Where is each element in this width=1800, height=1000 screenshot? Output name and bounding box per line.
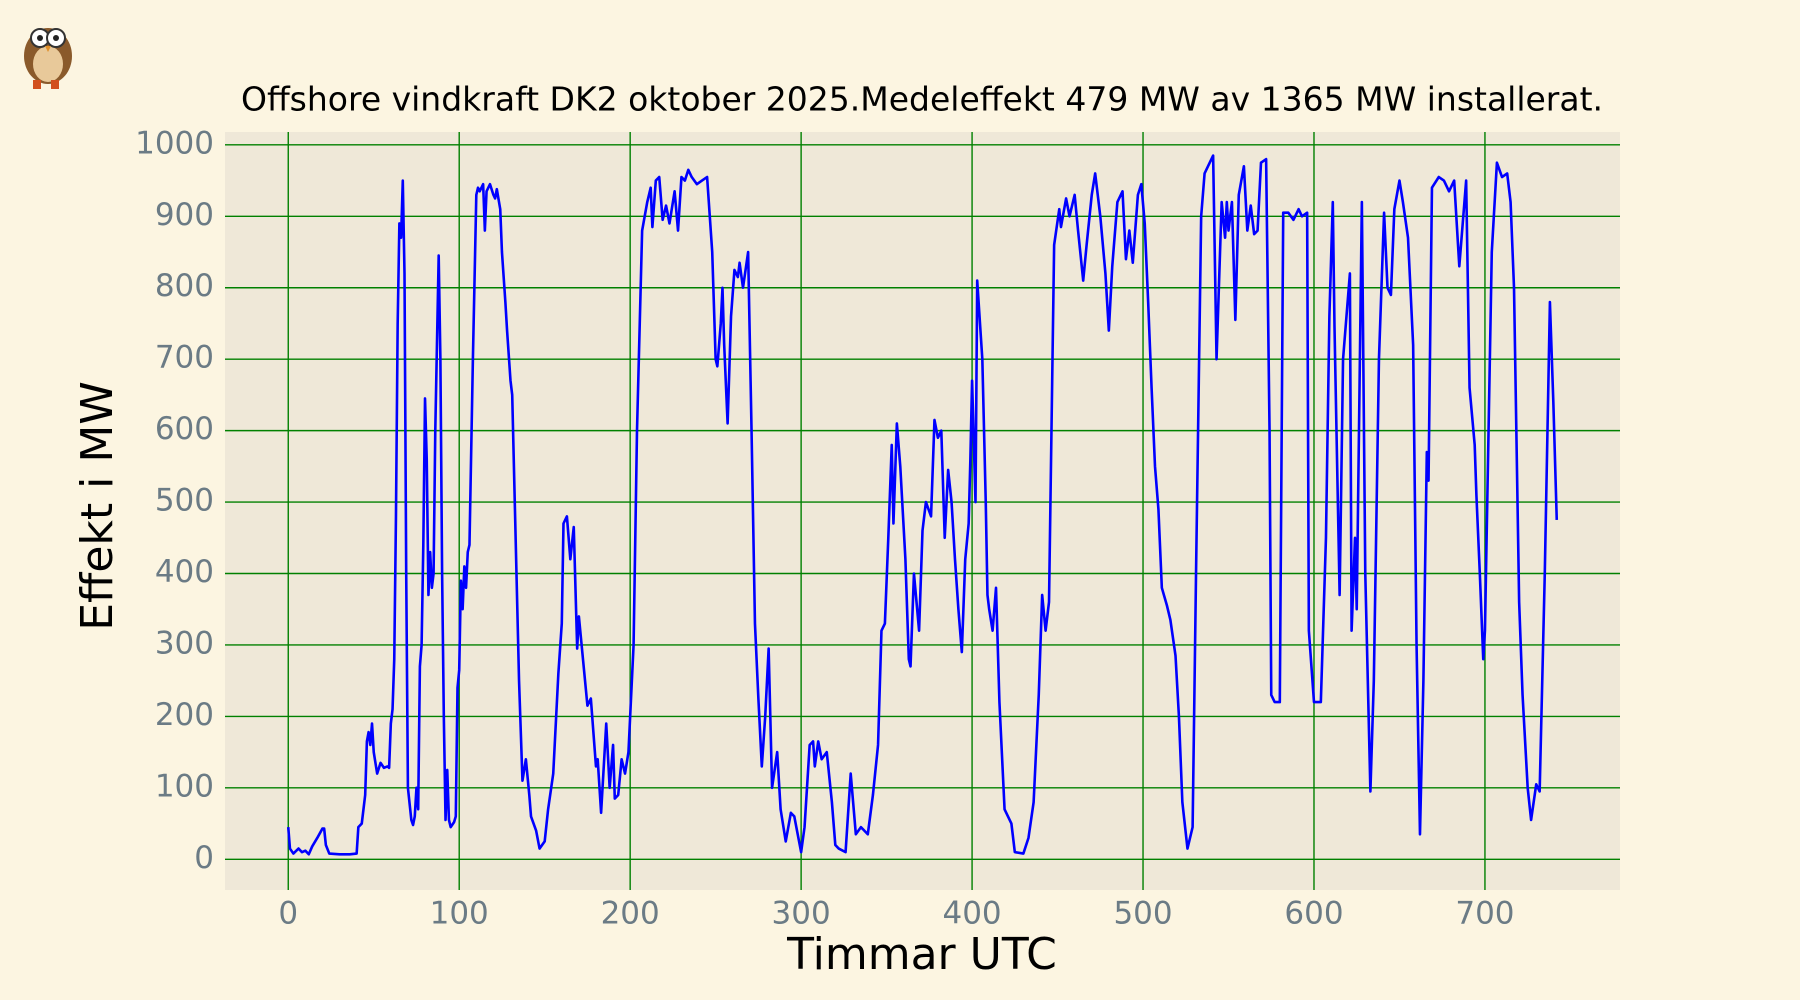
chart-title: Offshore vindkraft DK2 oktober 2025.Mede…: [241, 80, 1603, 119]
x-tick-label: 0: [278, 896, 298, 932]
y-tick-label: 0: [194, 840, 214, 876]
x-tick-label: 700: [1455, 896, 1514, 932]
y-tick-label: 600: [155, 411, 214, 447]
x-tick-label: 500: [1113, 896, 1172, 932]
y-tick-label: 1000: [135, 125, 214, 161]
x-tick-label: 200: [601, 896, 660, 932]
y-tick-label: 300: [155, 625, 214, 661]
x-tick-label: 400: [942, 896, 1001, 932]
x-tick-label: 300: [772, 896, 831, 932]
y-tick-label: 800: [155, 268, 214, 304]
y-axis-label: Effekt i MW: [72, 381, 123, 631]
y-tick-label: 400: [155, 554, 214, 590]
owl-logo: [24, 28, 72, 89]
y-tick-label: 200: [155, 697, 214, 733]
x-axis-label: Timmar UTC: [786, 929, 1057, 980]
y-tick-label: 900: [155, 197, 214, 233]
data-line: [286, 154, 1559, 856]
x-tick-label: 600: [1284, 896, 1343, 932]
y-tick-label: 700: [155, 340, 214, 376]
y-tick-label: 100: [155, 768, 214, 804]
y-tick-label: 500: [155, 483, 214, 519]
x-tick-label: 100: [430, 896, 489, 932]
